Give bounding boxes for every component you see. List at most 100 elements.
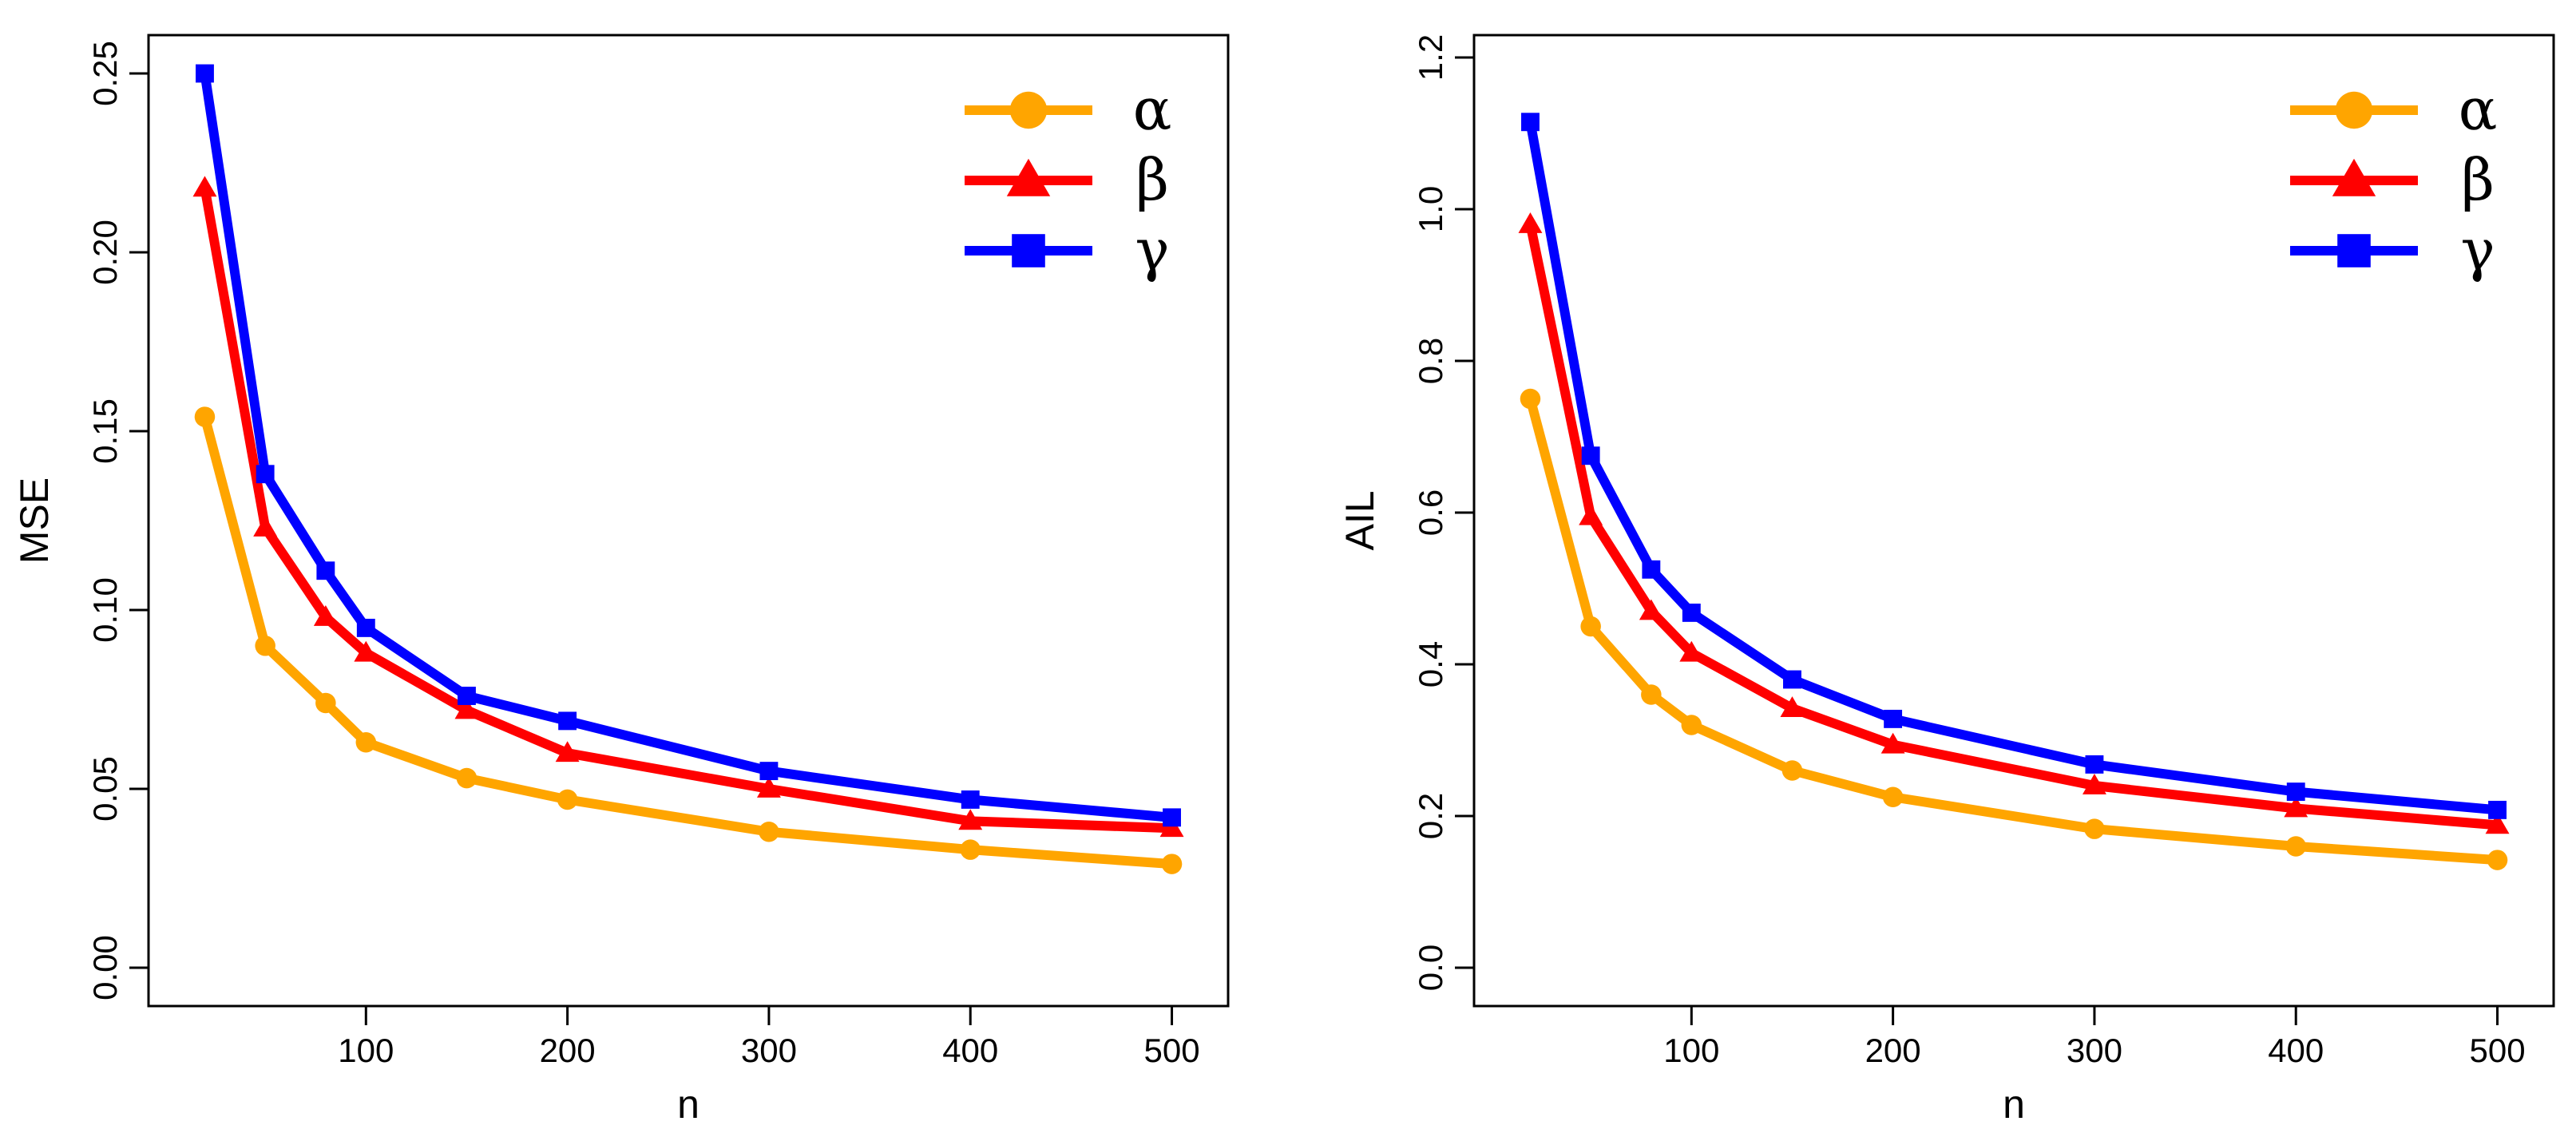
y-tick-label: 0.05 <box>86 756 124 822</box>
legend-item: α <box>2290 76 2497 143</box>
series-line <box>1525 220 2503 830</box>
legend-label: γ <box>2460 216 2495 283</box>
y-axis-label: MSE <box>12 477 57 564</box>
data-point <box>1783 670 1801 689</box>
y-tick-label: 0.8 <box>1412 338 1449 384</box>
data-point <box>1679 640 1704 662</box>
data-point <box>759 822 779 842</box>
data-point <box>315 692 336 714</box>
data-point <box>756 776 781 798</box>
mse-chart-panel: 100 200 300 400 500 n 0.00 0.05 0.10 0.15 0.20 0.25… <box>12 34 1230 1127</box>
data-point <box>2488 800 2507 819</box>
legend-label: γ <box>1135 216 1169 283</box>
data-point <box>1520 388 1541 410</box>
y-tick-label: 0.0 <box>1412 945 1449 991</box>
legend-marker <box>2332 158 2376 196</box>
data-point <box>961 790 980 809</box>
data-point <box>194 406 216 427</box>
y-tick-label: 0.25 <box>86 41 124 106</box>
data-point <box>558 711 577 731</box>
data-point <box>1521 113 1540 132</box>
x-tick-label: 500 <box>2469 1032 2525 1069</box>
y-tick-label: 0.20 <box>86 220 124 285</box>
data-point <box>192 176 217 197</box>
data-point <box>456 767 478 789</box>
data-point <box>2084 818 2105 839</box>
y-tick-label: 0.4 <box>1412 641 1449 687</box>
series-square <box>1521 113 2507 819</box>
data-point <box>2487 850 2508 870</box>
x-axis-label: n <box>677 1082 699 1127</box>
legend-marker <box>1006 158 1051 196</box>
x-tick-label: 200 <box>540 1032 596 1069</box>
series-triangle <box>192 176 1184 838</box>
data-point <box>1880 732 1905 754</box>
data-point <box>1641 684 1662 705</box>
data-point <box>2082 773 2106 794</box>
x-tick-label: 200 <box>1865 1032 1921 1069</box>
x-axis-label: n <box>2003 1082 2025 1127</box>
data-point <box>2286 782 2305 802</box>
data-point <box>2284 796 2308 818</box>
legend-marker <box>2337 234 2371 267</box>
x-axis: 100 200 300 400 500 n <box>1663 1004 2526 1127</box>
legend: αβγ <box>2290 76 2497 283</box>
x-axis: 100 200 300 400 500 n <box>338 1004 1200 1127</box>
legend-item: β <box>2290 146 2495 213</box>
data-point <box>2085 755 2104 774</box>
series-triangle <box>1518 212 2510 834</box>
legend-marker <box>2335 91 2373 129</box>
data-point <box>960 839 981 860</box>
y-tick-label: 0.10 <box>86 577 124 643</box>
y-tick-label: 1.2 <box>1412 34 1449 81</box>
x-tick-label: 400 <box>942 1032 998 1069</box>
data-point <box>355 732 377 753</box>
data-point <box>1781 760 1803 781</box>
y-tick-label: 0.6 <box>1412 489 1449 536</box>
legend-item: β <box>965 146 1169 213</box>
legend: αβγ <box>965 76 1171 283</box>
data-point <box>356 618 375 637</box>
data-point <box>253 515 278 537</box>
data-point <box>1884 709 1903 728</box>
y-axis-label: AIL <box>1338 490 1382 550</box>
data-point <box>196 64 214 83</box>
x-tick-label: 100 <box>1663 1032 1719 1069</box>
data-point <box>557 789 578 810</box>
data-point <box>1882 786 1904 808</box>
data-point <box>555 741 580 763</box>
data-point <box>759 762 779 781</box>
x-tick-label: 300 <box>741 1032 797 1069</box>
x-tick-label: 500 <box>1143 1032 1199 1069</box>
data-point <box>2485 813 2510 834</box>
legend-item: γ <box>965 216 1170 283</box>
data-point <box>1681 715 1702 735</box>
y-axis: 0.0 0.2 0.4 0.6 0.8 1.0 1.2 AIL <box>1338 34 1476 991</box>
data-point <box>316 561 335 580</box>
data-point <box>1780 696 1805 717</box>
data-point <box>1579 504 1603 525</box>
data-point <box>255 636 275 656</box>
legend-marker <box>1012 234 1045 267</box>
series-square <box>196 64 1181 827</box>
data-point <box>313 604 338 626</box>
data-point <box>1642 560 1661 579</box>
y-tick-label: 0.2 <box>1412 793 1449 839</box>
data-point <box>256 465 275 484</box>
data-point <box>1639 599 1663 620</box>
data-point <box>1518 212 1543 233</box>
y-tick-label: 0.15 <box>86 398 124 464</box>
x-tick-label: 300 <box>2067 1032 2122 1069</box>
series-line <box>1525 117 2503 815</box>
legend-label: α <box>1133 76 1172 143</box>
data-point <box>1580 616 1601 637</box>
y-tick-label: 0.00 <box>86 935 124 1000</box>
legend-item: α <box>965 76 1171 143</box>
legend-label: α <box>2459 76 2498 143</box>
legend-marker <box>1009 91 1048 129</box>
data-point <box>1682 603 1701 622</box>
data-point <box>458 687 476 705</box>
data-point <box>1581 446 1600 465</box>
series-circle <box>1520 388 2508 870</box>
